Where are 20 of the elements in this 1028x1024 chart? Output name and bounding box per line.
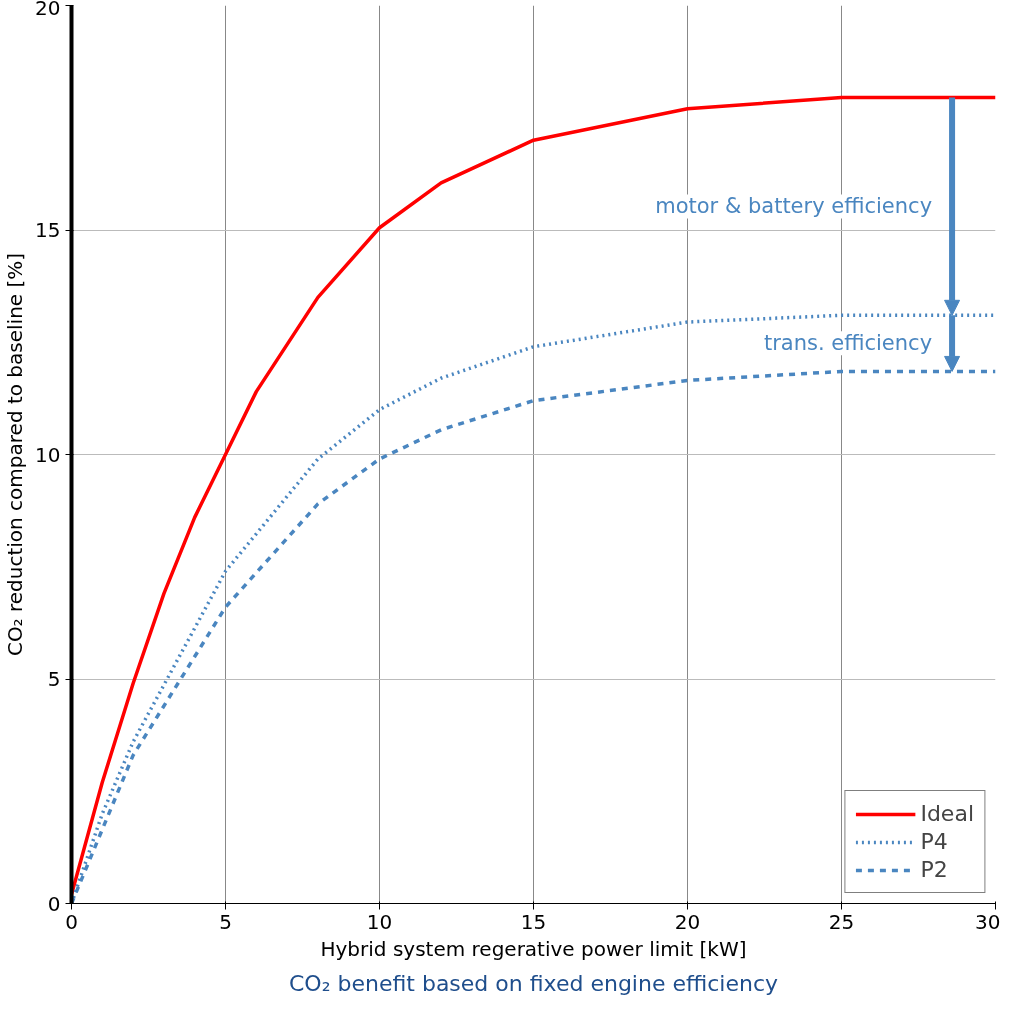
y-tick-label: 15 bbox=[35, 218, 61, 242]
y-axis-title: CO₂ reduction compared to baseline [%] bbox=[3, 252, 28, 657]
annotation: motor & battery efficiency bbox=[655, 194, 933, 219]
x-tick-label: 0 bbox=[65, 909, 78, 934]
legend-label: P2 bbox=[920, 857, 948, 882]
legend-label: Ideal bbox=[920, 801, 974, 826]
y-tick-label: 10 bbox=[35, 442, 61, 467]
y-tick-label: 0 bbox=[47, 891, 61, 916]
legend-label: P4 bbox=[920, 829, 948, 854]
y-tick-label: 5 bbox=[47, 667, 61, 691]
x-tick-label: 10 bbox=[366, 909, 393, 934]
x-tick-label: 30 bbox=[975, 909, 1001, 934]
x-tick-label: 20 bbox=[674, 909, 701, 934]
y-tick-label: 20 bbox=[35, 0, 61, 20]
text: CO₂ benefit based on fixed engine efficiency bbox=[288, 970, 779, 996]
x-tick-label: 15 bbox=[520, 909, 547, 934]
x-axis-title: Hybrid system regerative power limit [kW] bbox=[320, 936, 747, 961]
x-tick-label: 25 bbox=[828, 909, 855, 934]
annotation: trans. efficiency bbox=[763, 331, 933, 356]
x-tick-label: 5 bbox=[219, 909, 232, 934]
